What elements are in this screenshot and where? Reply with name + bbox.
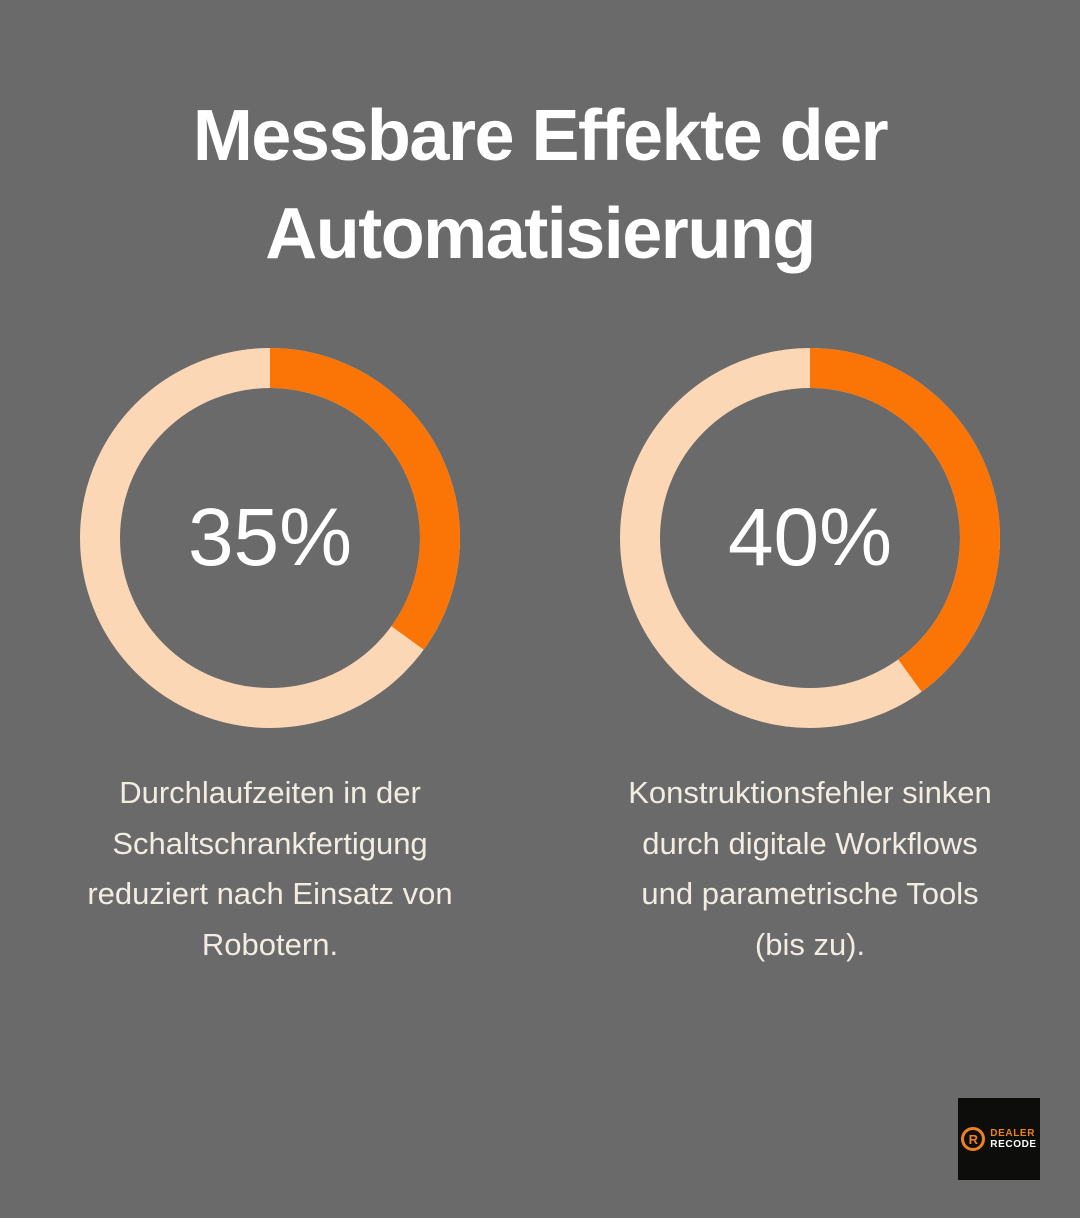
logo-text-recode: RECODE xyxy=(990,1139,1037,1150)
logo-icon-letter: R xyxy=(968,1131,978,1147)
stat-column-right: 40% Konstruktionsfehler sinken durch dig… xyxy=(540,347,1080,971)
donut-svg xyxy=(620,347,1000,728)
page-title: Messbare Effekte der Automatisierung xyxy=(192,96,889,274)
donut-value-label: 35% xyxy=(187,491,353,583)
donut-value-arc xyxy=(80,347,460,728)
donut-value-arc xyxy=(620,347,1000,728)
stat-caption-right: Konstruktionsfehler sinken durch digital… xyxy=(628,774,992,963)
donut-svg xyxy=(80,347,460,728)
donut-value-label: 40% xyxy=(727,491,893,583)
stat-caption-left: Durchlaufzeiten in der Schaltschrankfert… xyxy=(87,774,453,963)
donut-chart-40: 40% xyxy=(620,347,1000,728)
brand-logo-text: DEALER RECODE xyxy=(990,1128,1036,1150)
donut-chart-35: 35% xyxy=(80,347,460,728)
brand-logo: R DEALER RECODE xyxy=(958,1098,1040,1180)
logo-text-dealer: DEALER xyxy=(990,1128,1036,1139)
dealer-recode-r-icon: R xyxy=(961,1127,986,1151)
charts-row: 35% Durchlaufzeiten in der Schaltschrank… xyxy=(0,347,1080,971)
stat-column-left: 35% Durchlaufzeiten in der Schaltschrank… xyxy=(0,347,540,971)
